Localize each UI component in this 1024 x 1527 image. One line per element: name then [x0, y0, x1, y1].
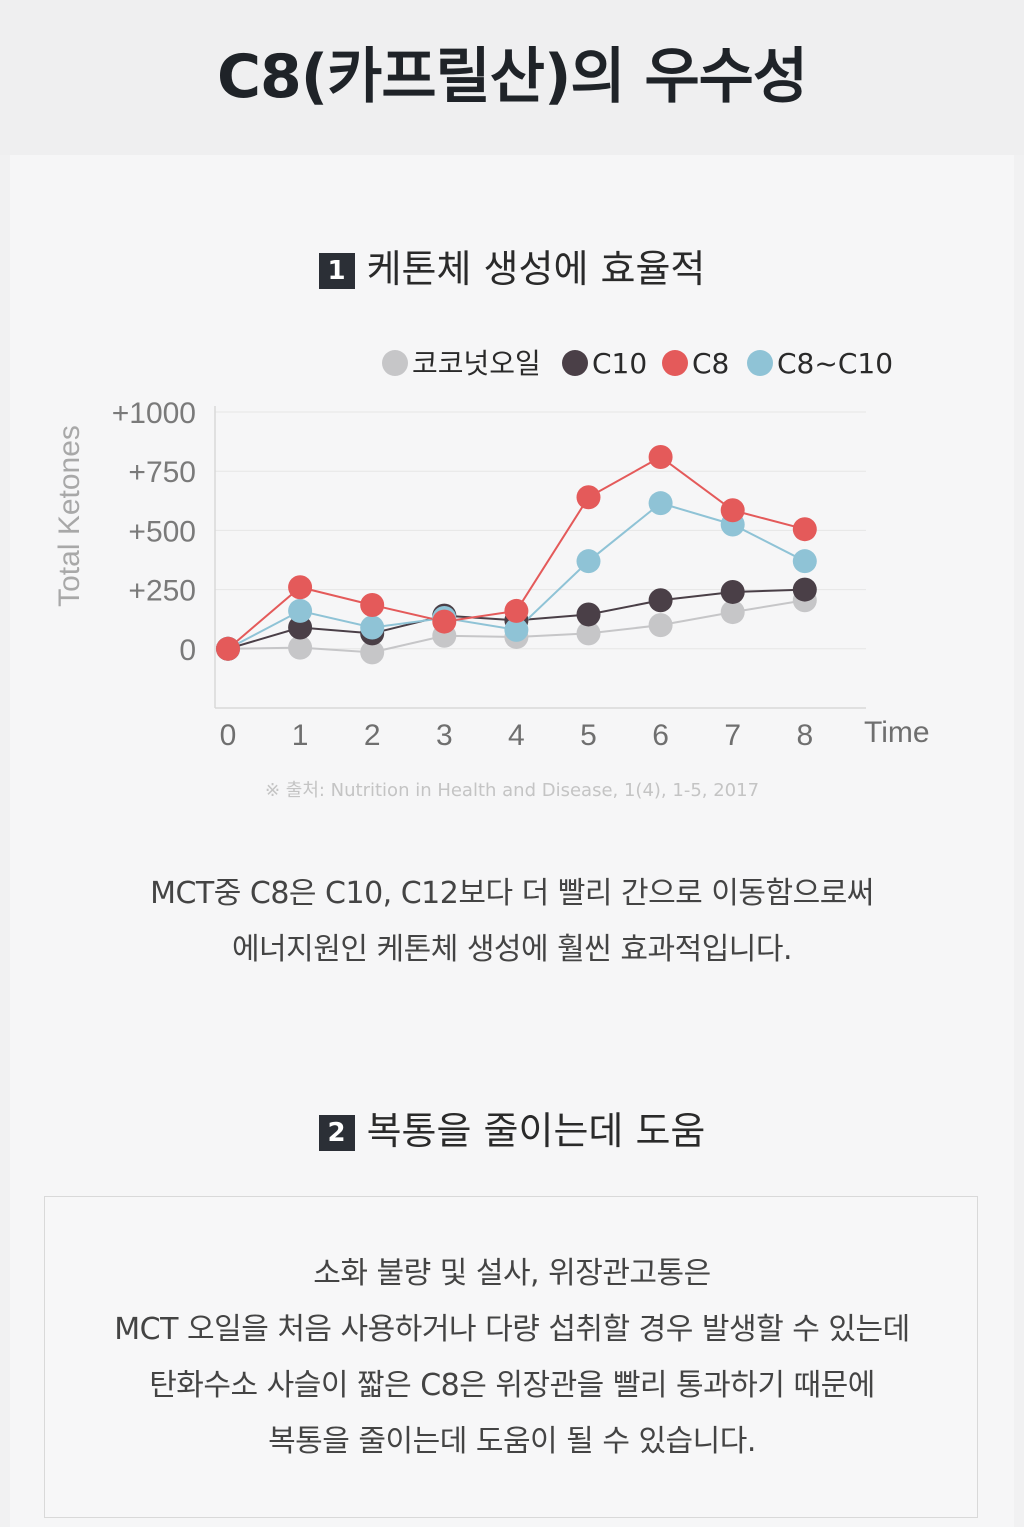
data-point	[288, 598, 313, 623]
x-tick-label: 6	[652, 719, 669, 752]
legend-label: C8~C10	[777, 347, 893, 380]
x-tick-label: 1	[292, 719, 309, 752]
ketone-chart-svg: 0 +250 +500 +750 +1000 0 1 2 3 4 5 6 7 8 Time Total Ket…	[53, 347, 930, 752]
data-point	[792, 549, 817, 574]
legend-marker	[662, 350, 688, 376]
section2-heading: 2 복통을 줄이는데 도움	[0, 1100, 1024, 1155]
section1-number-badge: 1	[318, 253, 355, 289]
data-point	[720, 498, 745, 523]
legend-label: C8	[692, 347, 729, 380]
section1-heading-text: 케톤체 생성에 효율적	[366, 247, 706, 291]
data-point	[360, 615, 385, 640]
chart-source-note: ※ 출처: Nutrition in Health and Disease, 1…	[264, 780, 760, 801]
section2-paragraph: 소화 불량 및 설사, 위장관고통은 MCT 오일을 처음 사용하거나 다량 섭…	[0, 1246, 1024, 1470]
legend-label: C10	[592, 347, 647, 380]
legend-label: 코코넛오일	[412, 347, 541, 380]
data-point	[504, 598, 529, 623]
section2-paragraph-line: 탄화수소 사슬이 짧은 C8은 위장관을 빨리 통과하기 때문에	[149, 1368, 875, 1403]
page-title: C8(카프릴산)의 우수성	[216, 42, 808, 112]
y-tick-label: 0	[179, 634, 196, 667]
data-point	[288, 615, 313, 640]
page-header: C8(카프릴산)의 우수성	[0, 0, 1024, 155]
x-tick-label: 0	[220, 719, 237, 752]
y-tick-label: +500	[128, 515, 196, 548]
x-tick-label: 4	[508, 719, 525, 752]
section1-heading: 1 케톤체 생성에 효율적	[0, 238, 1024, 293]
y-tick-label: +750	[128, 456, 196, 489]
data-point	[720, 600, 745, 625]
data-point	[504, 617, 529, 642]
x-tick-label: 8	[796, 719, 813, 752]
data-point	[576, 621, 601, 646]
data-point	[288, 575, 313, 600]
legend-marker	[747, 350, 773, 376]
data-point	[648, 444, 673, 469]
section2-paragraph-line: 복통을 줄이는데 도움이 될 수 있습니다.	[268, 1424, 756, 1459]
data-point	[648, 588, 673, 613]
data-point	[360, 640, 385, 665]
data-point	[360, 592, 385, 617]
x-tick-label: 5	[580, 719, 597, 752]
data-point	[720, 579, 745, 604]
x-tick-label: 7	[724, 719, 741, 752]
section2-paragraph-line: MCT 오일을 처음 사용하거나 다량 섭취할 경우 발생할 수 있는데	[114, 1312, 910, 1347]
legend-marker	[562, 350, 588, 376]
section1-paragraph-line: 에너지원인 케톤체 생성에 훨씬 효과적입니다.	[231, 932, 793, 967]
y-tick-label: +250	[128, 575, 196, 608]
data-point	[288, 635, 313, 660]
section1-paragraph-line: MCT중 C8은 C10, C12보다 더 빨리 간으로 이동함으로써	[150, 876, 874, 911]
section2-text-box	[44, 1196, 978, 1518]
data-point	[576, 602, 601, 627]
data-point	[648, 491, 673, 516]
data-point	[432, 609, 457, 634]
y-tick-label: +1000	[112, 397, 196, 430]
data-point	[576, 549, 601, 574]
x-tick-label: 2	[364, 719, 381, 752]
section1-paragraph: MCT중 C8은 C10, C12보다 더 빨리 간으로 이동함으로써 에너지원…	[0, 866, 1024, 978]
y-axis-label: Total Ketones	[53, 425, 86, 607]
section2-paragraph-line: 소화 불량 및 설사, 위장관고통은	[313, 1256, 711, 1291]
x-tick-label: 3	[436, 719, 453, 752]
section2-heading-text: 복통을 줄이는데 도움	[366, 1109, 706, 1153]
data-point	[792, 517, 817, 542]
data-point	[792, 577, 817, 602]
data-point	[648, 613, 673, 638]
section2-number-badge: 2	[318, 1115, 355, 1151]
data-point	[216, 636, 240, 661]
ketone-chart: 0 +250 +500 +750 +1000 0 1 2 3 4 5 6 7 8 Time Total Ket…	[0, 330, 1024, 820]
x-axis-label: Time	[864, 716, 930, 749]
data-point	[576, 485, 601, 510]
legend-marker	[382, 350, 408, 376]
